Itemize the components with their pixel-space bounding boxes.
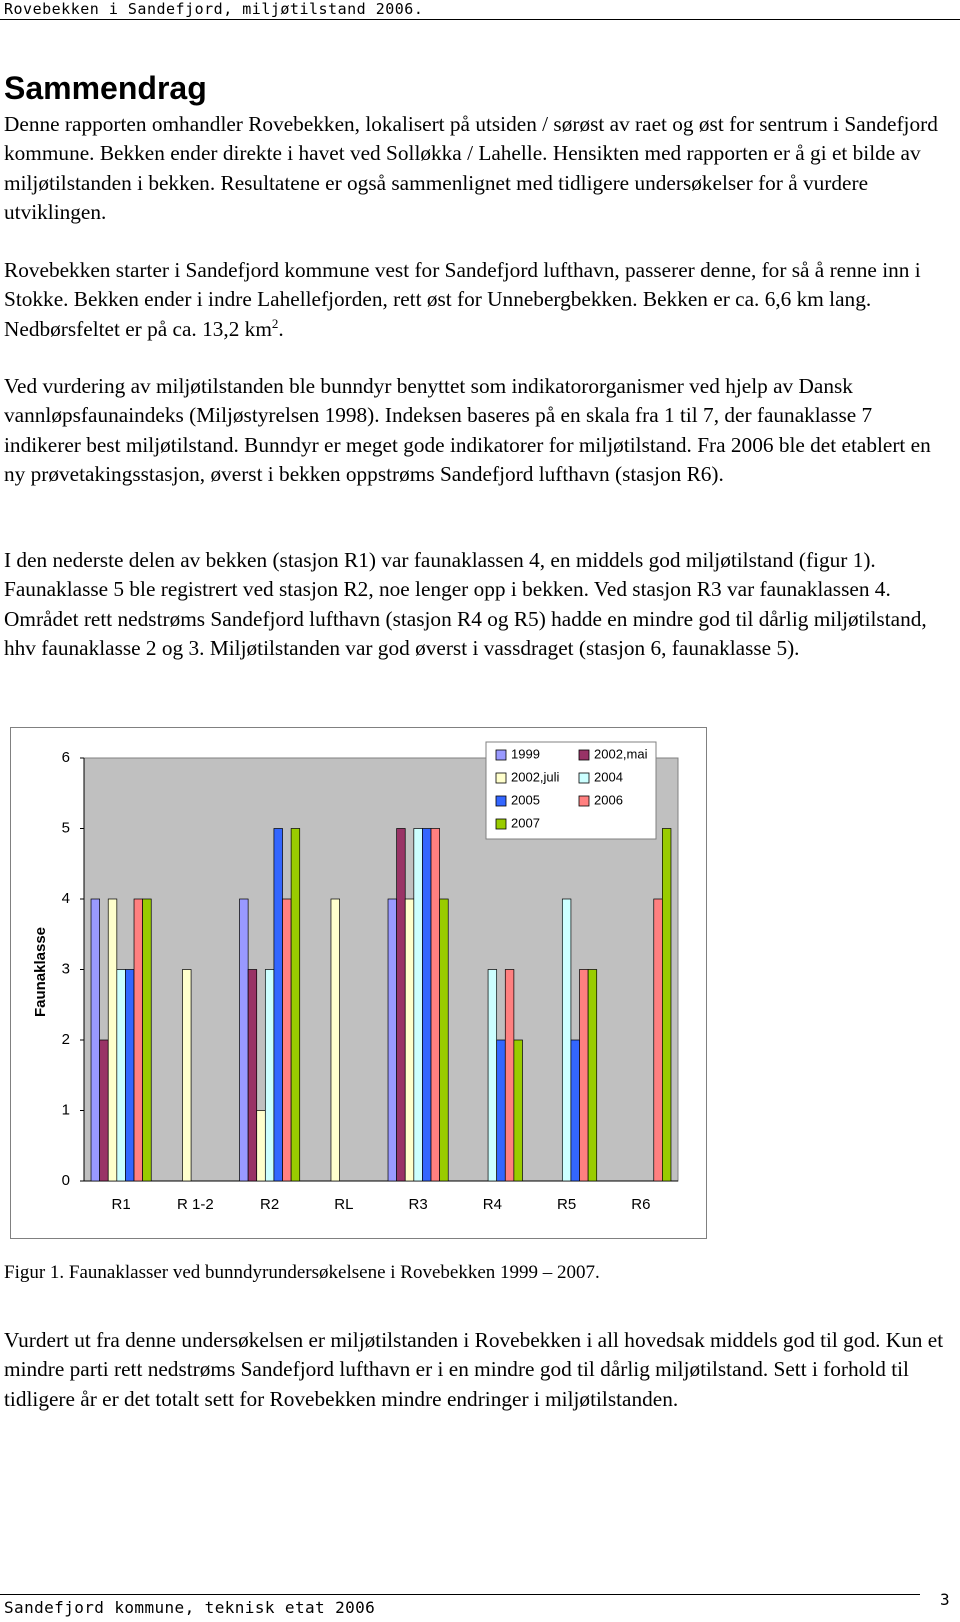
bar: [142, 898, 152, 1182]
x-tick-label: R 1-2: [177, 1196, 214, 1213]
bar: [496, 1039, 506, 1182]
bar: [587, 969, 598, 1182]
legend-label: 2004: [594, 769, 623, 784]
legend-swatch: [578, 772, 590, 784]
y-tick-label: 3: [62, 960, 70, 977]
x-tick-label: R3: [409, 1196, 428, 1213]
y-tick-label: 0: [62, 1172, 70, 1189]
bar: [330, 898, 340, 1182]
footer-rule: [0, 1594, 920, 1595]
y-tick-label: 6: [62, 749, 70, 766]
legend-label: 2002,juli: [511, 769, 560, 784]
legend-label: 2007: [511, 815, 540, 830]
bar: [239, 898, 249, 1182]
legend-label: 2002,mai: [594, 746, 648, 761]
bar: [273, 828, 283, 1182]
running-header: Rovebekken i Sandefjord, miljøtilstand 2…: [4, 0, 424, 18]
legend-swatch: [495, 749, 507, 761]
legend-swatch: [578, 749, 590, 761]
bar: [430, 828, 440, 1182]
legend-swatch: [495, 795, 507, 807]
bar: [579, 969, 589, 1182]
bar: [439, 898, 449, 1182]
bar: [90, 898, 100, 1182]
bar: [570, 1039, 580, 1182]
bar: [504, 969, 515, 1182]
bar: [256, 1110, 266, 1182]
y-tick-label: 1: [62, 1101, 70, 1118]
y-tick-label: 2: [62, 1031, 70, 1048]
bar: [99, 1039, 109, 1182]
legend-swatch: [495, 818, 507, 830]
paragraph-text: .: [278, 316, 284, 341]
legend-label: 1999: [511, 746, 540, 761]
legend-swatch: [495, 772, 507, 784]
legend-label: 2005: [511, 792, 540, 807]
bar: [404, 898, 415, 1182]
legend-label: 2006: [594, 792, 623, 807]
superscript: 2: [271, 315, 279, 331]
y-tick-label: 4: [62, 890, 70, 907]
section-heading: Sammendrag: [4, 70, 207, 106]
legend-box: [485, 741, 657, 840]
bar: [282, 898, 292, 1182]
y-tick-label: 5: [62, 819, 70, 836]
bar: [387, 898, 397, 1182]
x-tick-label: R2: [260, 1196, 279, 1213]
x-tick-label: R6: [631, 1196, 650, 1213]
chart: Faunaklasse 0 1 2 3 4 5 6 R1 R 1-2 R2 RL R3 R4 R5 R6 19…: [10, 727, 707, 1239]
bar: [247, 969, 258, 1182]
bar: [182, 969, 192, 1182]
bar: [662, 828, 672, 1182]
x-tick-label: R1: [112, 1196, 131, 1213]
bar: [107, 898, 118, 1182]
page-number: 3: [940, 1590, 950, 1609]
paragraph: I den nederste delen av bekken (stasjon …: [4, 548, 927, 660]
header-rule: [0, 19, 960, 20]
bar: [125, 969, 135, 1182]
paragraph: Rovebekken starter i Sandefjord kommune …: [4, 256, 949, 344]
bar: [561, 898, 572, 1182]
footer-text: Sandefjord kommune, teknisk etat 2006: [4, 1598, 376, 1617]
bar: [487, 969, 498, 1182]
bar: [653, 898, 663, 1182]
paragraph: Denne rapporten omhandler Rovebekken, lo…: [4, 112, 938, 224]
bar: [116, 969, 126, 1182]
bar: [513, 1039, 523, 1182]
paragraph-text: Rovebekken starter i Sandefjord kommune …: [4, 258, 921, 341]
bar: [290, 828, 301, 1182]
bar: [422, 828, 432, 1182]
paragraph: Vurdert ut fra denne undersøkelsen er mi…: [4, 1328, 944, 1411]
paragraph: Ved vurdering av miljøtilstanden ble bun…: [4, 374, 931, 486]
bar: [133, 898, 143, 1182]
bar: [396, 828, 406, 1182]
y-axis-title: Faunaklasse: [32, 927, 49, 1017]
bar: [264, 969, 275, 1182]
bar: [413, 828, 423, 1182]
legend-swatch: [578, 795, 590, 807]
x-tick-label: R4: [483, 1196, 502, 1213]
x-tick-label: R5: [557, 1196, 576, 1213]
x-tick-label: RL: [334, 1196, 353, 1213]
figure-caption: Figur 1. Faunaklasser ved bunndyrundersø…: [4, 1262, 600, 1283]
